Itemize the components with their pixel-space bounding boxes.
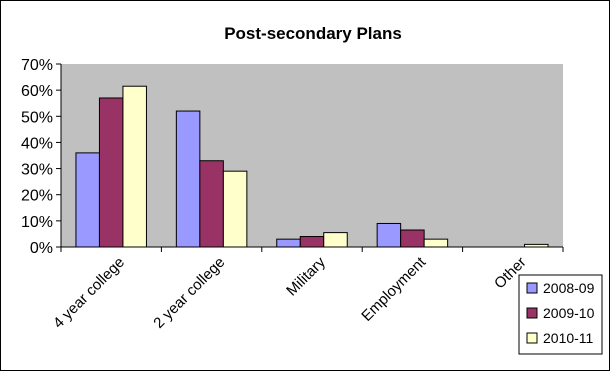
legend-label: 2009-10 [543,305,595,321]
y-tick-label: 50% [21,109,53,126]
bar [75,152,100,248]
y-tick-label: 40% [21,135,53,152]
bar [175,110,201,248]
y-tick-label: 70% [21,57,53,74]
y-tick-label: 10% [21,214,53,231]
y-tick-label: 30% [21,162,53,179]
y-tick-label: 0% [30,240,53,257]
bar [276,238,301,248]
bar [199,160,224,248]
y-axis: 0% 10% 20% 30% 40% 50% 60% 70% [21,57,62,257]
legend-swatch [526,282,538,294]
bar [400,229,425,248]
bar [323,232,348,248]
bar [299,236,325,248]
bar [423,238,449,248]
legend-label: 2010-11 [543,330,594,346]
chart-title: Post-secondary Plans [224,24,402,43]
bar [122,85,147,248]
legend-label: 2008-09 [543,280,595,296]
y-tick-label: 60% [21,83,53,100]
bars [75,85,549,248]
y-tick-label: 20% [21,188,53,205]
bar [222,170,248,248]
legend-swatch [526,332,538,344]
legend-swatch [526,307,538,319]
bar [376,222,402,248]
legend: 2008-09 2009-10 2010-11 [518,274,603,355]
bar [98,97,124,248]
